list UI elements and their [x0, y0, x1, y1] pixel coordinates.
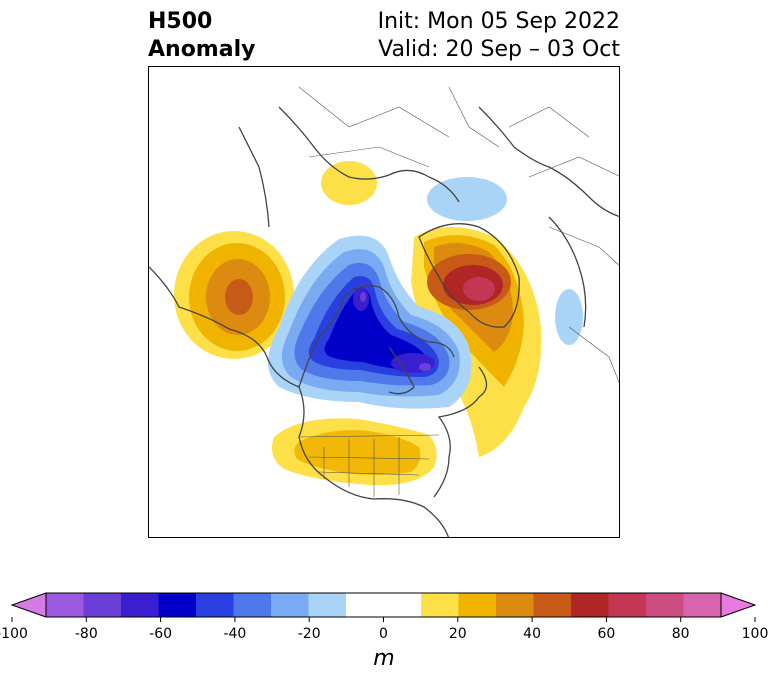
colorbar-bin	[683, 593, 722, 617]
colorbar-bin	[271, 593, 309, 617]
colorbar-bin	[233, 593, 272, 617]
colorbar-tick-label: 60	[597, 626, 616, 642]
atlantic-trough	[555, 289, 583, 345]
colorbar-tick-label: 40	[523, 626, 542, 642]
colorbar-bin	[83, 593, 122, 617]
title-variable: H500	[148, 9, 213, 34]
colorbar-under-arrow	[10, 592, 47, 618]
colorbar-bins	[46, 593, 722, 617]
title-type: Anomaly	[148, 37, 256, 62]
colorbar-bin	[571, 593, 609, 617]
colorbar-bin	[46, 593, 84, 617]
colorbar-tick-label: -20	[297, 626, 321, 642]
anomaly-map	[148, 66, 620, 538]
colorbar-bin	[533, 593, 572, 617]
colorbar-tick-label: 0	[379, 626, 388, 642]
siberia-ridge	[321, 161, 377, 205]
colorbar-bin	[346, 593, 384, 617]
colorbar-bin	[158, 593, 197, 617]
arctic-trough	[427, 177, 507, 221]
colorbar-bin	[196, 593, 234, 617]
colorbar-unit: m	[373, 646, 395, 671]
us-ridge	[271, 418, 437, 486]
colorbar-ticks	[11, 617, 756, 622]
valid-range: Valid: 20 Sep – 03 Oct	[378, 37, 620, 62]
canada-trough	[268, 235, 472, 409]
colorbar-bin	[608, 593, 647, 617]
colorbar-tick-label: 20	[448, 626, 467, 642]
colorbar-tick-label: 100	[741, 626, 768, 642]
pacific-ridge	[174, 231, 294, 359]
colorbar-bin	[421, 593, 459, 617]
colorbar-bin	[383, 593, 422, 617]
colorbar-tick-label: 80	[671, 626, 690, 642]
colorbar-bin	[646, 593, 684, 617]
colorbar	[10, 592, 757, 622]
colorbar-bin	[121, 593, 159, 617]
colorbar-tick-label: -40	[223, 626, 247, 642]
colorbar-over-arrow	[720, 592, 757, 618]
colorbar-tick-label: -100	[0, 626, 28, 642]
title-right: Init: Mon 05 Sep 2022 Valid: 20 Sep – 03…	[378, 8, 620, 64]
colorbar-bin	[458, 593, 497, 617]
map-canvas	[149, 86, 619, 537]
colorbar-bin	[308, 593, 347, 617]
init-date: Init: Mon 05 Sep 2022	[377, 9, 620, 34]
colorbar-tick-label: -80	[74, 626, 98, 642]
colorbar-tick-label: -60	[149, 626, 173, 642]
greenland-ridge	[411, 227, 542, 457]
political-borders	[298, 86, 619, 497]
colorbar-bin	[496, 593, 534, 617]
title-left: H500 Anomaly	[148, 8, 255, 64]
